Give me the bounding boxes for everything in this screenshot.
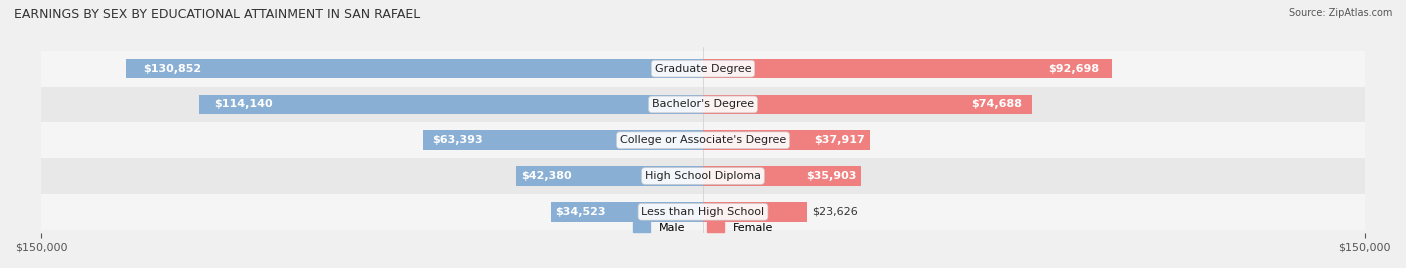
Bar — [703, 202, 807, 222]
Bar — [703, 166, 862, 186]
Text: $42,380: $42,380 — [522, 171, 572, 181]
Text: College or Associate's Degree: College or Associate's Degree — [620, 135, 786, 145]
Text: Source: ZipAtlas.com: Source: ZipAtlas.com — [1288, 8, 1392, 18]
Bar — [200, 95, 703, 114]
Bar — [423, 130, 703, 150]
Text: EARNINGS BY SEX BY EDUCATIONAL ATTAINMENT IN SAN RAFAEL: EARNINGS BY SEX BY EDUCATIONAL ATTAINMEN… — [14, 8, 420, 21]
Text: $23,626: $23,626 — [811, 207, 858, 217]
Bar — [41, 158, 1365, 194]
Text: $35,903: $35,903 — [806, 171, 856, 181]
Text: $34,523: $34,523 — [555, 207, 606, 217]
Legend: Male, Female: Male, Female — [628, 217, 778, 237]
Bar — [41, 51, 1365, 87]
Text: $92,698: $92,698 — [1049, 64, 1099, 74]
Bar — [703, 95, 1032, 114]
Text: $63,393: $63,393 — [432, 135, 482, 145]
Bar — [41, 87, 1365, 122]
Text: High School Diploma: High School Diploma — [645, 171, 761, 181]
Bar — [703, 59, 1112, 79]
Text: Less than High School: Less than High School — [641, 207, 765, 217]
Text: $74,688: $74,688 — [972, 99, 1022, 109]
Bar — [125, 59, 703, 79]
Bar — [516, 166, 703, 186]
Text: Bachelor's Degree: Bachelor's Degree — [652, 99, 754, 109]
Text: $37,917: $37,917 — [814, 135, 865, 145]
Text: Graduate Degree: Graduate Degree — [655, 64, 751, 74]
Bar — [551, 202, 703, 222]
Text: $114,140: $114,140 — [215, 99, 273, 109]
Bar — [41, 194, 1365, 230]
Text: $130,852: $130,852 — [143, 64, 201, 74]
Bar — [41, 122, 1365, 158]
Bar — [703, 130, 870, 150]
